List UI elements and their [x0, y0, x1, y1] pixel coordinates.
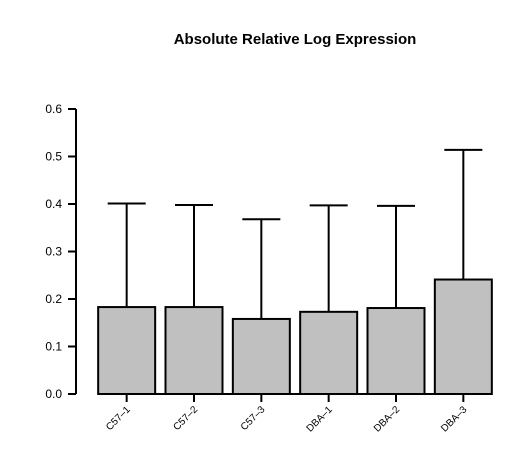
bar	[164, 306, 224, 396]
bar	[433, 278, 493, 395]
y-tick-label: 0.5	[45, 150, 62, 164]
y-tick-label: 0.2	[45, 292, 62, 306]
bar	[299, 310, 359, 396]
x-tick-label: C57–3	[239, 404, 268, 433]
x-tick-label: DBA–2	[372, 404, 402, 434]
y-tick-label: 0.0	[45, 387, 62, 401]
x-tick-label: DBA–3	[439, 404, 469, 434]
x-tick-label: C57–1	[104, 404, 133, 433]
y-tick-label: 0.1	[45, 340, 62, 354]
x-tick-label: DBA–1	[305, 404, 335, 434]
y-tick-label: 0.3	[45, 245, 62, 259]
bar	[97, 306, 157, 396]
y-tick-label: 0.4	[45, 197, 62, 211]
chart-title: Absolute Relative Log Expression	[173, 31, 417, 48]
bar	[366, 307, 426, 395]
x-tick-label: C57–2	[172, 404, 201, 433]
y-tick-label: 0.6	[45, 102, 62, 116]
bar	[231, 317, 291, 396]
